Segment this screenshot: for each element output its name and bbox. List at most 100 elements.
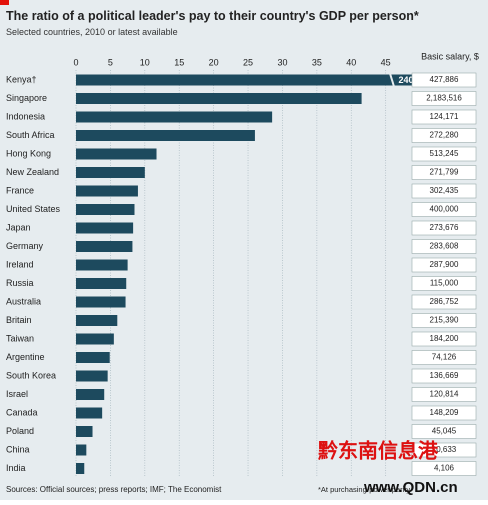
category-label: Ireland (6, 259, 34, 269)
salary-box (411, 368, 477, 384)
salary-box (411, 72, 477, 88)
x-tick-label: 45 (381, 57, 391, 67)
bar (76, 167, 145, 178)
bar (76, 259, 128, 271)
watermark: 黔东南信息港 (318, 438, 439, 462)
bar (76, 333, 114, 345)
bar (76, 444, 87, 456)
salary: 4,106 (434, 464, 455, 473)
category-label: Indonesia (6, 111, 45, 121)
x-tick-label: 5 (108, 57, 113, 67)
category-label: Canada (6, 407, 38, 417)
salary: 273,676 (430, 223, 459, 232)
salary-box (411, 276, 477, 291)
x-tick-label: 35 (312, 57, 322, 67)
salary: 215,390 (430, 316, 459, 325)
category-label: Japan (6, 222, 31, 232)
x-tick-label: 30 (277, 57, 287, 67)
salary-box (411, 331, 477, 347)
category-label: Hong Kong (6, 148, 51, 158)
salary-box (411, 350, 477, 365)
bar (76, 315, 118, 326)
category-label: Poland (6, 426, 34, 436)
category-label: Britain (6, 315, 32, 325)
salary-box (411, 442, 477, 458)
bar (76, 352, 110, 363)
salary: 287,900 (430, 260, 459, 269)
category-label: Taiwan (6, 333, 34, 343)
category-label: United States (6, 204, 61, 214)
salary: 283,608 (430, 242, 459, 251)
bar (76, 204, 135, 215)
bar (76, 407, 103, 419)
bar (76, 463, 85, 474)
bar (76, 222, 134, 234)
salary-box (411, 313, 477, 328)
salary-box (411, 405, 477, 421)
red-tag (0, 0, 9, 5)
salary-box (411, 220, 477, 236)
salary: 120,814 (430, 390, 459, 399)
category-label: South Africa (6, 130, 55, 140)
category-label: France (6, 185, 34, 195)
salary-box (411, 128, 477, 143)
salary: 148,209 (430, 408, 459, 417)
bar (76, 111, 273, 123)
salary-header: Basic salary, $ (421, 51, 479, 61)
salary: 74,126 (432, 353, 457, 362)
x-tick-label: 15 (174, 57, 184, 67)
bar (76, 185, 138, 197)
bar (76, 241, 133, 252)
bar (76, 389, 105, 400)
salary-box (411, 165, 477, 180)
x-tick-label: 0 (73, 57, 78, 67)
salary: 286,752 (430, 297, 459, 306)
salary: 115,000 (430, 279, 459, 288)
x-tick-label: 20 (209, 57, 219, 67)
value-label: 240 (398, 75, 413, 85)
watermark-url: www.QDN.cn (363, 479, 458, 496)
salary: 45,045 (432, 427, 457, 436)
salary: 272,280 (430, 131, 459, 140)
salary: 427,886 (430, 75, 459, 84)
bar (76, 296, 126, 308)
chart-subtitle: Selected countries, 2010 or latest avail… (6, 27, 178, 37)
category-label: Australia (6, 296, 41, 306)
category-label: China (6, 444, 30, 454)
salary: 271,799 (430, 168, 459, 177)
salary: 302,435 (430, 186, 459, 195)
salary: 400,000 (430, 205, 459, 214)
salary-box (411, 239, 477, 254)
category-label: Singapore (6, 93, 47, 103)
salary-box (411, 109, 477, 125)
bar (76, 278, 127, 289)
category-label: Israel (6, 389, 28, 399)
salary: 184,200 (430, 334, 459, 343)
chart-title: The ratio of a political leader's pay to… (6, 9, 419, 23)
bar (76, 370, 108, 382)
salary-box (411, 294, 477, 310)
salary-box (411, 461, 477, 476)
category-label: South Korea (6, 370, 56, 380)
axis-break (389, 73, 395, 87)
salary: 124,171 (430, 112, 459, 121)
bar (76, 426, 93, 437)
salary: 10,633 (432, 445, 457, 454)
category-label: Germany (6, 241, 44, 251)
bar (76, 93, 362, 104)
salary: 513,245 (430, 149, 459, 158)
x-tick-label: 25 (243, 57, 253, 67)
footnote: *At purchasing-power parity (318, 485, 410, 494)
salary-box (411, 146, 477, 162)
salary-box (411, 424, 477, 439)
category-label: India (6, 463, 26, 473)
bar (76, 74, 396, 86)
bar (76, 130, 255, 141)
salary: 136,669 (430, 371, 459, 380)
salary-box (411, 91, 477, 106)
salary: 2,183,516 (426, 94, 462, 103)
bar (76, 148, 157, 160)
value-label-box (396, 74, 416, 86)
salary-box (411, 387, 477, 402)
